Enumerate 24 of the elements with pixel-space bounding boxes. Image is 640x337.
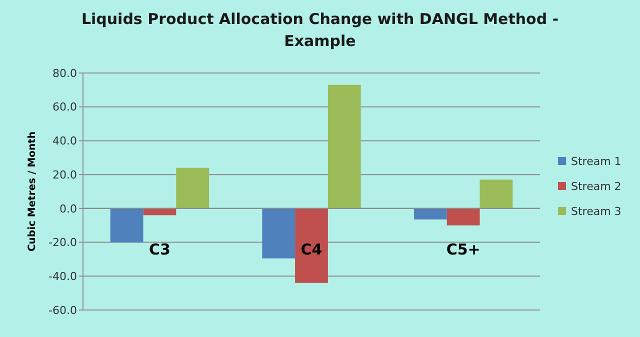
y-tick-label: -60.0	[48, 304, 77, 317]
legend-label: Stream 2	[571, 180, 622, 193]
bar	[414, 208, 447, 220]
legend-label: Stream 3	[571, 204, 622, 218]
x-tick-label: C3	[148, 240, 170, 258]
legend-label: Stream 1	[571, 154, 622, 168]
y-tick-label: 0.0	[60, 202, 77, 216]
y-axis-title: Cubic Metres / Month	[27, 131, 38, 252]
bar	[262, 208, 296, 258]
x-tick-label: C4	[300, 240, 322, 258]
y-tick-label: -20.0	[48, 236, 77, 250]
y-tick-label: 40.0	[52, 134, 77, 148]
bar	[480, 180, 513, 208]
bar	[110, 208, 144, 242]
bar	[295, 208, 328, 283]
y-tick-label: 60.0	[52, 100, 77, 114]
bar	[446, 208, 480, 226]
x-tick-label: C5+	[446, 240, 480, 258]
y-tick-label: -40.0	[48, 270, 77, 283]
y-tick-label: 20.0	[52, 168, 77, 182]
y-tick-label: 80.0	[52, 66, 77, 80]
bar	[328, 84, 361, 208]
bar	[176, 168, 210, 208]
chart-title: Liquids Product Allocation Change with DANGL Method - Example	[81, 10, 559, 50]
